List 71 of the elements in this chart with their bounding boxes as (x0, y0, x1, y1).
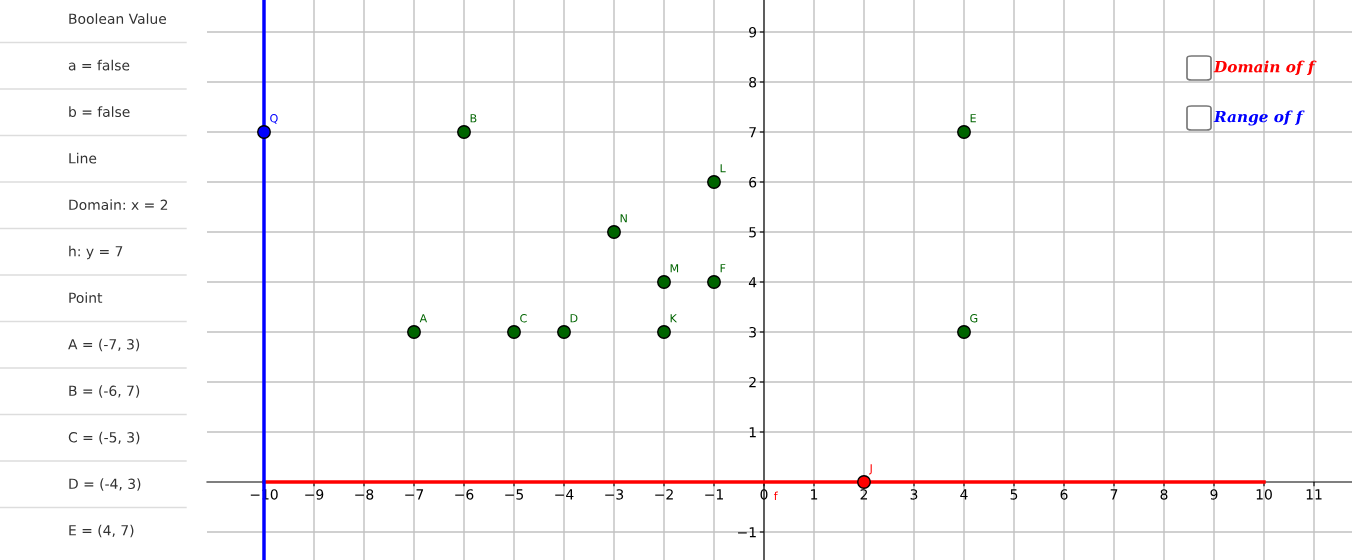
annotation: K (670, 314, 678, 323)
annotation: A (419, 314, 428, 323)
point (707, 175, 721, 189)
point (657, 325, 671, 339)
text: b = false (69, 106, 130, 118)
point (957, 325, 971, 339)
x-tick-label: 9 (1210, 489, 1218, 500)
x-tick-label: 6 (1060, 489, 1068, 500)
annotation: J (868, 464, 872, 475)
text: Domain: x = 2 (69, 199, 168, 211)
point (857, 475, 871, 489)
annotation: B (470, 114, 477, 123)
annotation: D (570, 314, 578, 323)
text: D = (-4, 3) (69, 478, 141, 491)
y-tick-label: 3 (749, 326, 756, 338)
text: C = (-5, 3) (68, 431, 140, 445)
annotation: Q (270, 114, 278, 124)
text: Point (69, 292, 103, 304)
annotation: L (720, 164, 726, 173)
x-tick-label: −4 (555, 489, 574, 500)
text: Line (69, 152, 97, 164)
x-tick-label: 3 (910, 489, 918, 500)
x-tick-label: 1 (811, 489, 818, 500)
x-tick-label: 10 (1256, 489, 1272, 500)
point (507, 325, 521, 339)
y-tick-label: 4 (748, 277, 757, 288)
x-tick-label: −3 (605, 489, 624, 500)
annotation: M (670, 264, 679, 273)
y-tick-label: 2 (749, 376, 756, 388)
x-tick-label: 5 (1010, 489, 1018, 500)
annotation: C (520, 314, 527, 323)
text: A = (-7, 3) (68, 338, 140, 352)
y-tick-label: 6 (749, 176, 757, 188)
text: h: y = 7 (69, 245, 123, 260)
annotation: G (970, 314, 978, 323)
point (257, 125, 271, 139)
point (707, 275, 721, 289)
point (557, 325, 571, 339)
point (607, 225, 621, 239)
point (657, 275, 671, 289)
annotation: N (620, 214, 627, 223)
annotation: E (970, 114, 976, 123)
text: a = false (68, 59, 130, 71)
annotation: Range of f (1213, 110, 1305, 126)
x-tick-label: −8 (355, 489, 374, 500)
y-tick-label: 5 (749, 227, 756, 238)
x-tick-label: −6 (455, 489, 474, 500)
y-tick-label: 9 (749, 26, 757, 38)
annotation: f (773, 491, 778, 501)
x-tick-label: 7 (1110, 489, 1118, 500)
annotation: Domain of f (1213, 60, 1317, 76)
y-tick-label: −1 (738, 527, 756, 538)
x-tick-label: −1 (705, 489, 723, 500)
x-tick-label: −2 (655, 489, 673, 500)
y-tick-label: 8 (749, 76, 757, 88)
x-tick-label: 11 (1306, 489, 1322, 500)
text: E = (4, 7) (69, 524, 134, 538)
x-tick-label: −9 (305, 489, 324, 500)
x-tick-label: 8 (1160, 489, 1168, 500)
x-tick-label: −5 (505, 489, 524, 500)
text: B = (-6, 7) (69, 385, 140, 398)
text: Boolean Value (69, 13, 167, 25)
y-tick-label: 1 (749, 427, 756, 438)
point (957, 125, 971, 139)
point (407, 325, 421, 339)
x-tick-label: 2 (860, 489, 868, 500)
x-tick-label: −7 (405, 489, 424, 500)
x-tick-label: 4 (960, 489, 968, 500)
y-tick-label: 7 (749, 127, 756, 138)
point (457, 125, 471, 139)
annotation: F (720, 264, 726, 273)
